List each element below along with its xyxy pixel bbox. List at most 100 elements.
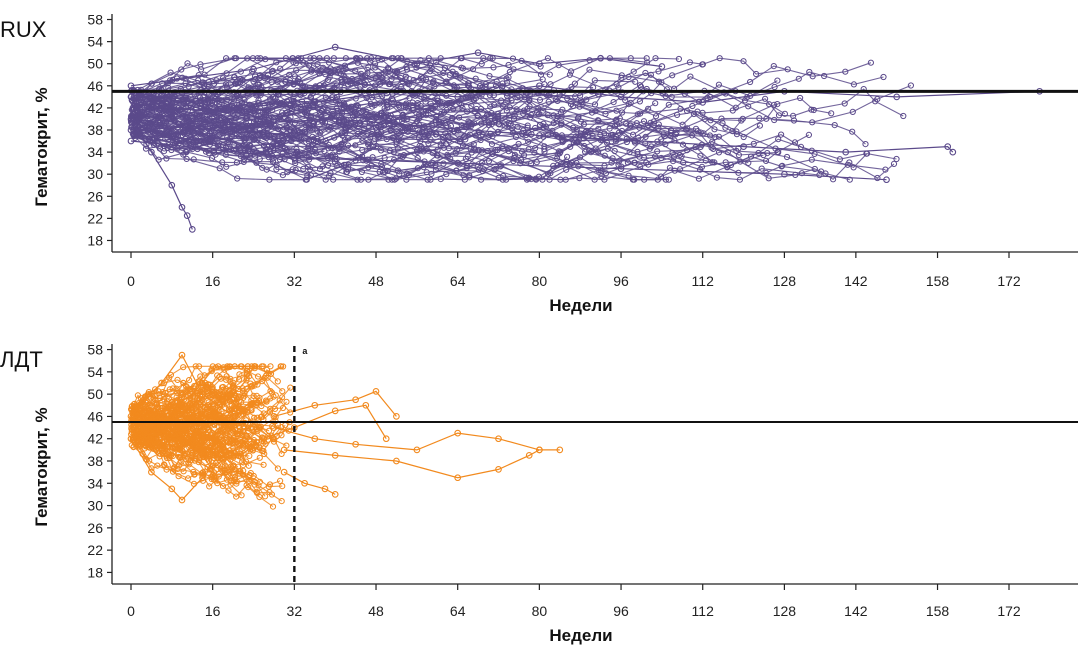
- rux-y-tick-label: 22: [87, 210, 103, 226]
- ldt-patient-point: [269, 436, 277, 443]
- rux-patient-point: [559, 106, 566, 113]
- ldt-patient-point: [139, 414, 146, 421]
- ldt-patient-point: [242, 407, 249, 414]
- rux-patient-line: [135, 107, 470, 145]
- rux-series-point: [842, 148, 850, 156]
- ldt-patient-point: [185, 459, 192, 467]
- rux-patient-point: [733, 131, 741, 138]
- rux-patient-point: [654, 148, 661, 155]
- rux-patient-point: [293, 67, 300, 74]
- ldt-patient-point: [203, 424, 210, 431]
- rux-patient-point: [732, 104, 739, 111]
- rux-patient-point: [450, 105, 457, 113]
- ldt-patient-point: [233, 396, 241, 403]
- rux-patient-point: [342, 124, 349, 131]
- ldt-patient-point: [229, 470, 236, 477]
- rux-patient-point: [544, 55, 552, 62]
- rux-patient-point: [335, 144, 342, 151]
- rux-patient-point: [214, 141, 221, 148]
- rux-patient-point: [427, 100, 434, 107]
- ldt-series-point: [260, 435, 268, 443]
- rux-patient-point: [880, 73, 887, 81]
- rux-patient-point: [558, 113, 565, 120]
- rux-patient-point: [287, 133, 294, 140]
- rux-patient-point: [665, 101, 672, 108]
- rux-patient-point: [153, 121, 160, 128]
- rux-patient-point: [774, 101, 781, 108]
- ldt-series-point: [178, 351, 186, 359]
- rux-patient-point: [422, 132, 429, 139]
- rux-patient-point: [503, 107, 510, 114]
- rux-patient-point: [416, 142, 423, 149]
- ldt-patient-point: [129, 409, 137, 416]
- ldt-series-point: [178, 496, 186, 504]
- ldt-patient-point: [206, 483, 213, 490]
- rux-patient-point: [645, 105, 652, 112]
- rux-patient-point: [546, 176, 553, 183]
- rux-patient-point: [427, 68, 434, 75]
- ldt-patient-point: [216, 373, 223, 381]
- ldt-series-line: [273, 390, 397, 417]
- rux-patient-point: [443, 107, 450, 114]
- rux-patient-point: [352, 95, 359, 102]
- ldt-patient-point: [260, 461, 267, 468]
- ldt-patient-point: [266, 481, 274, 488]
- rux-patient-point: [699, 61, 706, 68]
- rux-patient-point: [178, 66, 185, 73]
- rux-patient-point: [433, 113, 440, 120]
- rux-y-tick-label: 42: [87, 100, 103, 116]
- rux-patient-point: [498, 162, 505, 169]
- rux-patient-point: [155, 106, 162, 113]
- rux-patient-point: [722, 159, 729, 166]
- ldt-y-axis-title: Гематокрит, %: [32, 407, 51, 526]
- ldt-patient-point: [277, 477, 284, 484]
- ldt-patient-point: [224, 363, 231, 370]
- ldt-series-point: [393, 413, 400, 420]
- rux-patient-point: [771, 101, 778, 109]
- ldt-patient-point: [156, 440, 164, 447]
- rux-patient-point: [686, 59, 694, 66]
- ldt-series-line: [284, 449, 540, 479]
- ldt-patient-point: [244, 363, 251, 370]
- rux-x-axis-title: Недели: [549, 296, 612, 315]
- ldt-patient-point: [179, 447, 186, 454]
- rux-patient-point: [295, 135, 302, 142]
- ldt-patient-point: [253, 442, 260, 450]
- rux-patient-point: [791, 139, 799, 146]
- rux-patient-point: [679, 121, 686, 128]
- ldt-patient-point: [167, 371, 174, 378]
- ldt-patient-line: [138, 407, 257, 443]
- rux-series-point: [699, 99, 707, 106]
- ldt-patient-point: [278, 363, 285, 370]
- rux-patient-point: [520, 152, 528, 159]
- rux-patient-point: [314, 61, 321, 68]
- rux-patient-point: [722, 124, 729, 131]
- ldt-patient-point: [227, 477, 234, 484]
- rux-patient-point: [572, 93, 579, 100]
- rux-patient-point: [205, 83, 212, 90]
- rux-patient-point: [236, 101, 243, 109]
- rux-patient-point: [670, 158, 677, 165]
- rux-patient-point: [646, 145, 653, 152]
- ldt-series-point: [127, 435, 135, 443]
- ldt-patient-point: [215, 473, 222, 480]
- rux-patient-point: [479, 159, 486, 166]
- rux-patient-point: [540, 120, 547, 127]
- rux-patient-point: [526, 96, 533, 104]
- rux-patient-point: [163, 155, 170, 162]
- rux-patient-point: [514, 123, 521, 130]
- rux-patient-line: [140, 109, 283, 148]
- ldt-patient-point: [219, 483, 227, 490]
- rux-patient-point: [795, 75, 802, 82]
- rux-patient-point: [378, 147, 385, 154]
- rux-patient-point: [252, 76, 259, 83]
- ldt-x-tick-label: 16: [205, 603, 221, 619]
- rux-patient-point: [446, 137, 453, 144]
- rux-patient-point: [525, 175, 532, 182]
- rux-patient-point: [159, 80, 166, 87]
- rux-patient-line: [135, 91, 867, 160]
- ldt-patient-point: [198, 413, 205, 420]
- rux-patient-point: [279, 172, 286, 179]
- rux-patient-point: [131, 111, 138, 118]
- rux-patient-point: [874, 174, 881, 182]
